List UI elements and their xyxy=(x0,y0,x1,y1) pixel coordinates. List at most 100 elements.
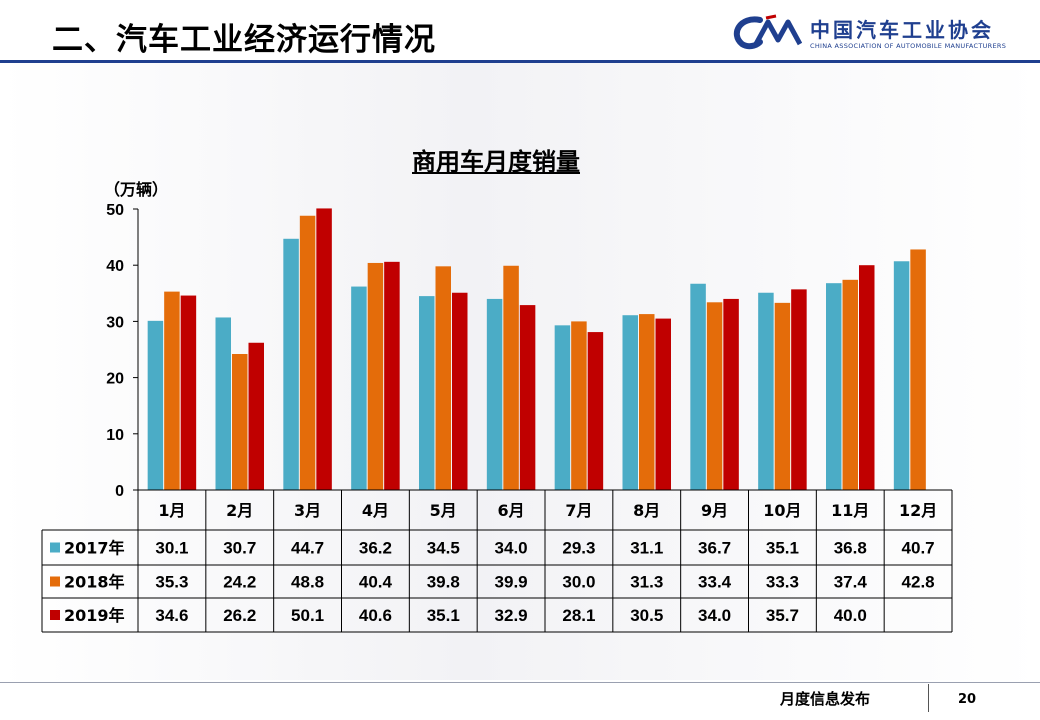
logo-chinese-name: 中国汽车工业协会 xyxy=(810,18,994,42)
table-cell-value: 42.8 xyxy=(902,573,935,592)
y-tick-label: 30 xyxy=(106,314,124,331)
table-cell-value: 33.4 xyxy=(698,573,732,592)
bar-1-12 xyxy=(893,261,910,490)
table-cell-value: 35.7 xyxy=(766,606,799,625)
bar-1-2 xyxy=(215,317,231,490)
table-cell-value: 34.0 xyxy=(495,539,528,558)
table-cell-value: 26.2 xyxy=(223,606,256,625)
bar-2-12 xyxy=(910,249,926,490)
legend-swatch-2 xyxy=(50,576,60,587)
table-cell-value: 29.3 xyxy=(562,539,595,558)
slide-header: 二、汽车工业经济运行情况 中国汽车工业协会 CHINA ASSOCIATION … xyxy=(0,0,1040,62)
bar-2-7 xyxy=(571,321,587,490)
bar-1-8 xyxy=(622,315,638,490)
bar-1-4 xyxy=(351,286,367,490)
bar-3-8 xyxy=(655,318,671,490)
table-cell-value: 50.1 xyxy=(291,606,324,625)
caam-logo: 中国汽车工业协会 CHINA ASSOCIATION OF AUTOMOBILE… xyxy=(730,12,1010,56)
table-cell-value: 30.5 xyxy=(630,606,663,625)
page-number: 20 xyxy=(958,692,977,707)
bar-2-6 xyxy=(503,265,519,490)
chart-title: 商用车月度销量 xyxy=(412,148,580,176)
category-label: 6月 xyxy=(498,501,525,520)
legend-swatch-1 xyxy=(50,542,60,553)
bar-3-7 xyxy=(587,332,604,490)
category-label: 3月 xyxy=(294,501,321,520)
table-cell-value: 44.7 xyxy=(291,539,324,558)
bar-1-1 xyxy=(147,320,164,490)
bar-1-7 xyxy=(554,325,571,490)
bar-3-11 xyxy=(859,265,875,490)
bar-2-3 xyxy=(299,215,316,490)
caam-logo-mark-icon xyxy=(733,14,802,50)
category-label: 4月 xyxy=(362,501,389,520)
table-cell-value: 40.6 xyxy=(359,606,392,625)
bar-3-10 xyxy=(791,289,807,490)
bar-2-1 xyxy=(164,291,180,490)
bar-2-9 xyxy=(706,302,723,490)
table-cell-value: 35.3 xyxy=(155,573,188,592)
table-cell-value: 30.0 xyxy=(562,573,595,592)
bar-3-2 xyxy=(248,342,264,490)
y-axis-unit-label: （万辆） xyxy=(104,180,169,199)
table-cell-value: 36.8 xyxy=(834,539,867,558)
category-label: 9月 xyxy=(701,501,728,520)
bar-2-5 xyxy=(435,266,451,490)
table-cell-value: 33.3 xyxy=(766,573,799,592)
legend-swatch-3 xyxy=(50,610,60,620)
y-tick-label: 10 xyxy=(106,427,124,444)
bar-2-11 xyxy=(842,279,858,490)
footer-divider xyxy=(0,682,1040,683)
bar-1-6 xyxy=(486,298,503,490)
table-cell-value: 34.6 xyxy=(155,606,188,625)
bar-2-10 xyxy=(774,302,791,490)
bar-2-8 xyxy=(639,314,655,490)
table-cell-value: 32.9 xyxy=(495,606,528,625)
bar-3-9 xyxy=(723,298,739,490)
legend-series-label: 2019年 xyxy=(64,606,125,625)
table-cell-value: 34.5 xyxy=(427,539,460,558)
category-label: 12月 xyxy=(899,501,937,520)
table-cell-value: 36.2 xyxy=(359,539,392,558)
table-cell-value: 35.1 xyxy=(427,606,460,625)
bar-3-6 xyxy=(519,305,536,490)
bar-2-4 xyxy=(367,262,384,490)
footer-text: 月度信息发布 xyxy=(780,690,871,708)
table-cell-value: 40.0 xyxy=(834,606,867,625)
bar-2-2 xyxy=(232,353,248,490)
category-label: 1月 xyxy=(158,501,185,520)
y-tick-label: 20 xyxy=(106,371,124,388)
bar-1-3 xyxy=(283,238,299,490)
table-cell-value: 34.0 xyxy=(698,606,731,625)
table-cell-value: 36.7 xyxy=(698,539,731,558)
bar-1-10 xyxy=(758,292,774,490)
table-cell-value: 30.1 xyxy=(155,539,188,558)
y-tick-label: 40 xyxy=(106,258,124,275)
table-cell-value: 39.9 xyxy=(495,573,528,592)
y-tick-label: 0 xyxy=(115,483,124,500)
table-cell-value: 48.8 xyxy=(291,573,324,592)
slide-title: 二、汽车工业经济运行情况 xyxy=(52,22,436,58)
legend-series-label: 2018年 xyxy=(64,573,125,592)
bar-1-5 xyxy=(419,296,435,490)
category-label: 5月 xyxy=(430,501,457,520)
category-label: 2月 xyxy=(226,501,253,520)
table-cell-value: 39.8 xyxy=(427,573,460,592)
legend-series-label: 2017年 xyxy=(64,539,125,558)
table-cell-value: 24.2 xyxy=(223,573,256,592)
category-label: 8月 xyxy=(633,501,660,520)
category-label: 7月 xyxy=(565,501,592,520)
table-cell-value: 40.4 xyxy=(359,573,393,592)
y-tick-label: 50 xyxy=(106,202,124,219)
bar-3-4 xyxy=(384,261,400,490)
footer-separator xyxy=(928,684,929,712)
table-cell-value: 31.3 xyxy=(630,573,663,592)
table-cell-value: 30.7 xyxy=(223,539,256,558)
bar-3-3 xyxy=(316,208,332,491)
header-divider xyxy=(0,60,1040,63)
logo-english-name: CHINA ASSOCIATION OF AUTOMOBILE MANUFACT… xyxy=(810,42,1007,50)
table-cell-value: 40.7 xyxy=(902,539,935,558)
category-label: 11月 xyxy=(831,501,869,520)
bar-3-1 xyxy=(180,295,197,490)
